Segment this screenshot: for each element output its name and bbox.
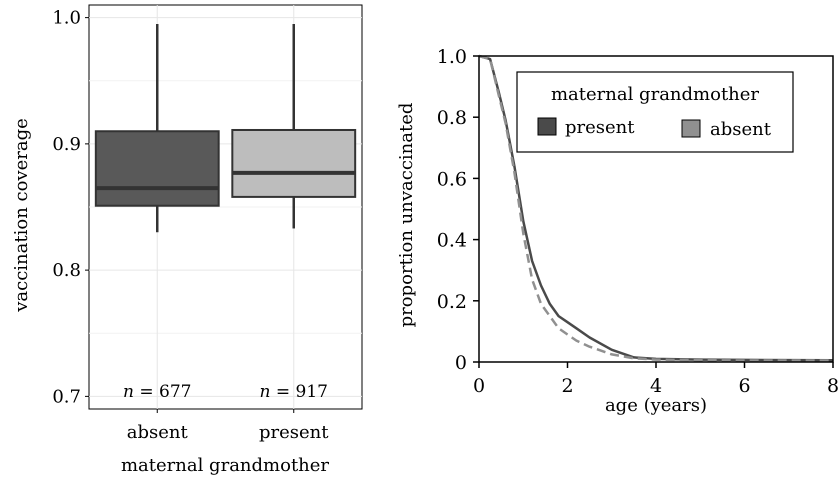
y-tick-label: 1.0 xyxy=(437,46,467,68)
box-plot-y-ticks: 0.7 0.8 0.9 1.0 xyxy=(52,8,89,407)
y-tick-label: 0.8 xyxy=(52,260,81,281)
x-tick-label: 8 xyxy=(827,375,839,397)
box-plot-panel: 0.70.80.91.0 absent present n = 677 n = 91… xyxy=(11,4,363,476)
y-tick-label: 0 xyxy=(455,352,467,374)
n-label-value: = 677 xyxy=(139,382,191,402)
y-tick-label: 0.9 xyxy=(52,134,81,155)
legend-swatch-absent xyxy=(681,119,701,138)
y-tick-label: 0.8 xyxy=(437,107,467,129)
y-tick-label: 0.4 xyxy=(437,230,467,252)
box-present xyxy=(231,128,357,198)
legend: maternal grandmother present absent xyxy=(516,71,794,153)
survival-plot-series xyxy=(478,54,834,362)
legend-title: maternal grandmother xyxy=(551,84,759,105)
x-tick-label: 6 xyxy=(738,375,750,397)
box-absent xyxy=(94,130,220,207)
x-tick-label: 0 xyxy=(473,375,485,397)
series-line-absent xyxy=(478,54,833,362)
x-tick-label: 2 xyxy=(561,375,573,397)
n-label-value: = 917 xyxy=(276,382,328,402)
n-label-prefix: n xyxy=(260,382,276,402)
x-tick-label-present: present xyxy=(259,422,329,443)
legend-box xyxy=(516,71,794,153)
survival-plot-area xyxy=(478,55,834,363)
legend-swatch-present xyxy=(537,117,557,136)
box-plot-marks xyxy=(94,23,357,233)
n-label-absent: n = 677 xyxy=(123,382,191,402)
y-tick-label: 0.2 xyxy=(437,291,467,313)
survival-plot-panel: 0 0.2 0.4 0.6 0.8 1.0 0 2 4 6 8 proportion unvacci… xyxy=(396,46,839,416)
y-tick-label: 0.6 xyxy=(437,168,467,190)
survival-plot-ticks: 0 0.2 0.4 0.6 0.8 1.0 0 2 4 6 8 xyxy=(437,46,839,397)
box-plot-y-axis-label: vaccination coverage xyxy=(11,118,32,313)
x-tick-label-absent: absent xyxy=(127,422,189,443)
x-tick-label: 4 xyxy=(650,375,662,397)
survival-plot-y-axis-label: proportion unvaccinated xyxy=(396,103,417,328)
box-plot-x-ticks: absent present xyxy=(127,409,329,443)
box-plot-n-labels: n = 677 n = 917 xyxy=(123,382,328,402)
n-label-present: n = 917 xyxy=(260,382,328,402)
legend-label-absent: absent xyxy=(710,119,772,140)
y-tick-label: 0.7 xyxy=(52,386,81,407)
box-plot-x-axis-label: maternal grandmother xyxy=(121,455,329,476)
y-tick-label: 1.0 xyxy=(52,8,81,29)
survival-plot-x-axis-label: age (years) xyxy=(605,395,707,416)
legend-label-present: present xyxy=(565,117,635,138)
n-label-prefix: n xyxy=(123,382,139,402)
